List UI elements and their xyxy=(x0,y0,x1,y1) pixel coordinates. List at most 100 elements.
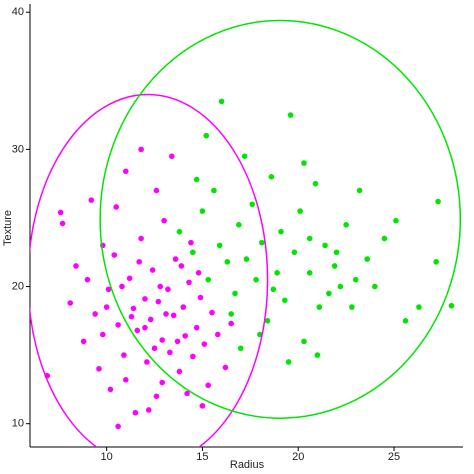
point xyxy=(301,160,307,166)
point xyxy=(167,349,173,356)
point xyxy=(297,208,303,214)
point xyxy=(433,259,439,265)
point xyxy=(113,204,120,210)
point xyxy=(161,217,167,224)
point xyxy=(214,331,221,338)
y-axis-label: Texture xyxy=(2,210,14,246)
point xyxy=(331,263,338,269)
point xyxy=(274,270,280,276)
ellipse xyxy=(99,19,462,419)
point xyxy=(241,153,248,160)
point xyxy=(228,311,234,317)
y-tick-label: 10 xyxy=(12,418,24,430)
point xyxy=(264,318,271,324)
point xyxy=(218,98,225,105)
point xyxy=(105,286,112,293)
point xyxy=(80,338,87,345)
point xyxy=(155,298,162,305)
point xyxy=(393,217,399,224)
point xyxy=(178,263,185,269)
point xyxy=(349,304,355,310)
point xyxy=(322,242,328,249)
point xyxy=(122,168,129,175)
point xyxy=(59,220,66,227)
point xyxy=(128,313,135,320)
point xyxy=(153,393,160,400)
point xyxy=(153,187,160,194)
point xyxy=(291,249,298,256)
point xyxy=(337,283,344,290)
point xyxy=(259,239,265,246)
y-tick-label: 20 xyxy=(12,280,24,292)
x-axis-label: Radius xyxy=(230,459,265,471)
point xyxy=(159,379,165,386)
point xyxy=(138,235,144,242)
point xyxy=(209,309,215,316)
point xyxy=(203,132,210,139)
x-tick-label: 25 xyxy=(388,451,400,463)
point xyxy=(115,423,121,430)
point xyxy=(253,276,259,283)
point xyxy=(176,368,183,375)
point xyxy=(268,174,275,180)
point xyxy=(107,386,114,393)
point xyxy=(184,390,190,397)
point xyxy=(84,276,91,283)
point xyxy=(435,198,441,205)
point xyxy=(151,345,158,352)
point xyxy=(170,312,177,319)
point xyxy=(149,267,156,273)
point xyxy=(228,320,234,327)
point xyxy=(57,209,64,216)
point xyxy=(197,294,204,301)
point xyxy=(201,341,208,347)
point xyxy=(147,316,154,323)
point xyxy=(356,187,363,194)
point xyxy=(237,345,244,352)
point xyxy=(306,270,313,276)
point xyxy=(326,290,332,297)
y-tick-label: 40 xyxy=(12,6,24,18)
point xyxy=(100,331,106,338)
point xyxy=(285,359,292,365)
point xyxy=(159,337,165,343)
point xyxy=(205,382,211,389)
point xyxy=(119,283,125,290)
point xyxy=(142,324,148,331)
point xyxy=(92,311,98,317)
point xyxy=(176,228,183,235)
point xyxy=(126,275,133,282)
point xyxy=(165,286,171,293)
point xyxy=(157,283,164,290)
x-tick-label: 10 xyxy=(101,451,113,463)
point xyxy=(121,352,127,358)
point xyxy=(88,197,95,203)
point xyxy=(186,279,192,286)
point xyxy=(312,180,319,187)
point xyxy=(67,300,74,306)
point xyxy=(142,296,148,302)
point xyxy=(372,283,378,290)
point xyxy=(270,286,277,293)
point xyxy=(343,222,349,228)
point xyxy=(180,304,187,310)
point xyxy=(205,276,211,283)
point xyxy=(193,176,200,183)
point xyxy=(352,276,359,283)
point xyxy=(168,153,175,160)
point xyxy=(182,333,188,339)
point xyxy=(96,366,102,372)
point xyxy=(282,297,288,304)
point xyxy=(402,318,409,324)
point xyxy=(103,304,110,310)
point xyxy=(314,352,321,358)
point xyxy=(216,242,223,249)
point xyxy=(172,256,179,262)
point xyxy=(416,304,422,310)
point xyxy=(122,376,129,383)
point xyxy=(193,324,200,331)
point xyxy=(243,256,250,262)
point xyxy=(236,222,242,228)
point xyxy=(448,302,455,309)
